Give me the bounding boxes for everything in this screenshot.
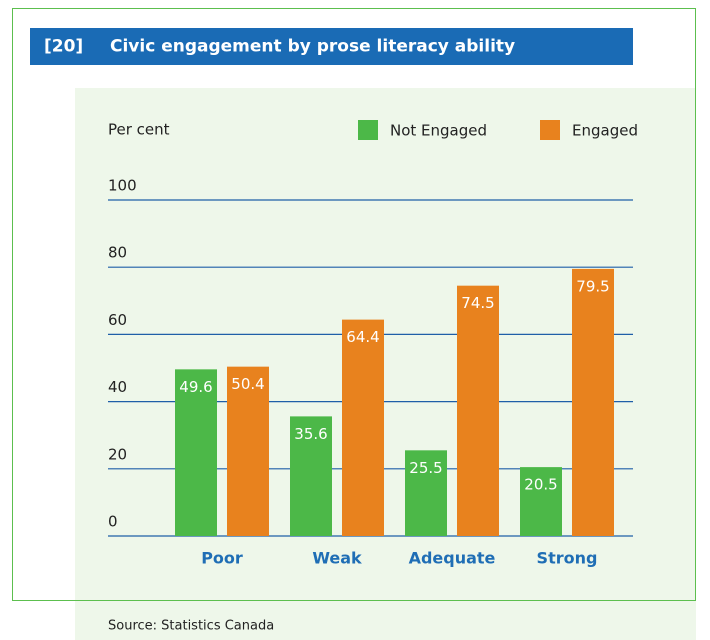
x-tick-label: Poor xyxy=(201,549,243,568)
legend-swatch xyxy=(540,120,560,140)
y-axis-label: Per cent xyxy=(108,121,170,139)
bar xyxy=(290,416,332,536)
title-bar xyxy=(30,28,633,65)
bar xyxy=(175,369,217,536)
y-tick-label: 40 xyxy=(108,378,127,396)
y-tick-label: 20 xyxy=(108,445,127,463)
source: Source: Statistics Canada xyxy=(108,619,274,634)
x-tick-label: Adequate xyxy=(409,549,496,568)
legend-label: Not Engaged xyxy=(390,122,487,140)
value-label: 64.4 xyxy=(346,328,379,346)
value-label: 74.5 xyxy=(461,294,494,312)
value-label: 79.5 xyxy=(576,277,609,295)
legend-swatch xyxy=(358,120,378,140)
y-tick-label: 100 xyxy=(108,177,137,195)
value-label: 35.6 xyxy=(294,425,327,443)
bar xyxy=(405,450,447,536)
legend-label: Engaged xyxy=(572,122,638,140)
y-tick-label: 60 xyxy=(108,311,127,329)
bar xyxy=(227,366,269,536)
x-tick-label: Weak xyxy=(312,549,362,568)
bar xyxy=(457,285,499,536)
y-tick-label: 80 xyxy=(108,244,127,262)
chart-title: Civic engagement by prose literacy abili… xyxy=(110,37,515,57)
value-label: 49.6 xyxy=(179,378,212,396)
value-label: 25.5 xyxy=(409,459,442,477)
bar xyxy=(572,268,614,536)
bar xyxy=(520,467,562,536)
bar xyxy=(342,319,384,536)
x-tick-label: Strong xyxy=(537,549,598,568)
figure-label: [20] xyxy=(44,37,83,57)
y-tick-label: 0 xyxy=(108,513,118,531)
value-label: 50.4 xyxy=(231,375,264,393)
value-label: 20.5 xyxy=(524,476,557,494)
frame xyxy=(12,8,696,601)
